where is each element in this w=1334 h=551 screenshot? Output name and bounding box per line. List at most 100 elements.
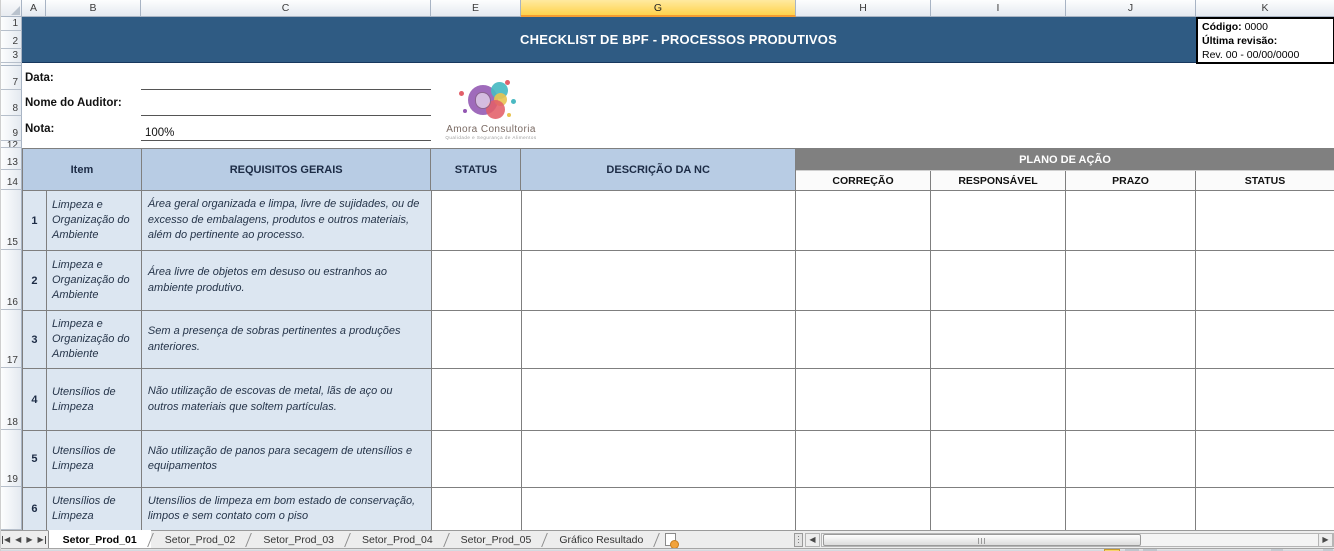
correcao-cell[interactable]: [796, 488, 932, 530]
status2-cell[interactable]: [1196, 431, 1334, 488]
responsavel-cell[interactable]: [931, 311, 1067, 369]
status2-cell[interactable]: [1196, 488, 1334, 530]
prazo-cell[interactable]: [1066, 369, 1197, 431]
descricao-cell[interactable]: [521, 311, 797, 369]
row-header-3[interactable]: 3: [1, 49, 22, 63]
responsavel-cell[interactable]: [931, 431, 1067, 488]
item-number[interactable]: 3: [23, 311, 47, 369]
item-number[interactable]: 1: [23, 191, 47, 251]
row-header-19[interactable]: 19: [1, 430, 22, 487]
select-all-corner[interactable]: [1, 0, 22, 17]
scroll-left-arrow[interactable]: ◀: [805, 532, 820, 547]
prazo-cell[interactable]: [1066, 191, 1197, 251]
prazo-cell[interactable]: [1066, 311, 1197, 369]
item-category[interactable]: Utensílios de Limpeza: [46, 431, 142, 488]
item-number[interactable]: 2: [23, 251, 47, 311]
item-number[interactable]: 4: [23, 369, 47, 431]
insert-worksheet-button[interactable]: [657, 531, 683, 548]
row-header-2[interactable]: 2: [1, 31, 22, 49]
previous-sheet-icon[interactable]: ◀: [15, 534, 22, 544]
tab-setor-prod-02[interactable]: Setor_Prod_02: [151, 531, 250, 548]
row-header-16[interactable]: 16: [1, 250, 22, 310]
normal-view-icon[interactable]: [1104, 549, 1120, 551]
page-break-view-icon[interactable]: [1143, 549, 1157, 551]
correcao-cell[interactable]: [796, 191, 932, 251]
row-header-18[interactable]: 18: [1, 368, 22, 430]
col-header-I[interactable]: I: [931, 0, 1066, 17]
item-category[interactable]: Limpeza e Organização do Ambiente: [46, 251, 142, 311]
item-requisito[interactable]: Área geral organizada e limpa, livre de …: [141, 191, 432, 251]
responsavel-cell[interactable]: [931, 251, 1067, 311]
item-category[interactable]: Limpeza e Organização do Ambiente: [46, 191, 142, 251]
row-header-17[interactable]: 17: [1, 310, 22, 368]
row-header-9[interactable]: 9: [1, 116, 22, 141]
correcao-cell[interactable]: [796, 369, 932, 431]
responsavel-cell[interactable]: [931, 369, 1067, 431]
item-requisito[interactable]: Área livre de objetos em desuso ou estra…: [141, 251, 432, 311]
tab-setor-prod-01[interactable]: Setor_Prod_01: [47, 530, 151, 548]
prazo-cell[interactable]: [1066, 431, 1197, 488]
status2-cell[interactable]: [1196, 369, 1334, 431]
hidden-rows-4-6[interactable]: [1, 63, 22, 66]
status-cell[interactable]: [431, 191, 522, 251]
item-category[interactable]: Utensílios de Limpeza: [46, 369, 142, 431]
col-header-B[interactable]: B: [46, 0, 141, 17]
item-category[interactable]: Utensílios de Limpeza: [46, 488, 142, 530]
row-header-14[interactable]: 14: [1, 170, 22, 190]
item-requisito[interactable]: Não utilização de escovas de metal, lãs …: [141, 369, 432, 431]
row-header-20-clipped[interactable]: [1, 487, 22, 530]
scrollbar-thumb[interactable]: [823, 533, 1141, 546]
prazo-cell[interactable]: [1066, 488, 1197, 530]
responsavel-cell[interactable]: [931, 488, 1067, 530]
status-cell[interactable]: [431, 431, 522, 488]
row-header-8[interactable]: 8: [1, 90, 22, 116]
last-sheet-icon[interactable]: ▶: [37, 534, 46, 544]
zoom-in-icon[interactable]: [1323, 549, 1333, 551]
col-header-J[interactable]: J: [1066, 0, 1196, 17]
row-header-7[interactable]: 7: [1, 66, 22, 90]
nota-field[interactable]: 100%: [141, 116, 431, 141]
descricao-cell[interactable]: [521, 251, 797, 311]
descricao-cell[interactable]: [521, 431, 797, 488]
status-cell[interactable]: [431, 251, 522, 311]
status2-cell[interactable]: [1196, 311, 1334, 369]
auditor-field[interactable]: [141, 90, 431, 116]
first-sheet-icon[interactable]: ◀: [1, 534, 11, 544]
row-header-13[interactable]: 13: [1, 148, 22, 170]
correcao-cell[interactable]: [796, 431, 932, 488]
status2-cell[interactable]: [1196, 251, 1334, 311]
col-header-G-selected[interactable]: G: [521, 0, 796, 17]
status-cell[interactable]: [432, 488, 522, 530]
descricao-cell[interactable]: [522, 488, 797, 530]
tab-split-handle[interactable]: [794, 532, 803, 547]
item-category[interactable]: Limpeza e Organização do Ambiente: [46, 311, 142, 369]
item-requisito[interactable]: Utensílios de limpeza em bom estado de c…: [141, 488, 432, 530]
item-number[interactable]: 6: [23, 488, 47, 530]
row-header-12-clipped[interactable]: 12: [1, 141, 22, 148]
prazo-cell[interactable]: [1066, 251, 1197, 311]
row-header-15[interactable]: 15: [1, 190, 22, 250]
scroll-right-arrow[interactable]: ▶: [1318, 532, 1333, 547]
page-layout-view-icon[interactable]: [1125, 549, 1139, 551]
col-header-H[interactable]: H: [796, 0, 931, 17]
item-requisito[interactable]: Sem a presença de sobras pertinentes a p…: [141, 311, 432, 369]
descricao-cell[interactable]: [521, 369, 797, 431]
item-requisito[interactable]: Não utilização de panos para secagem de …: [141, 431, 432, 488]
col-header-A[interactable]: A: [22, 0, 46, 17]
col-header-K[interactable]: K: [1196, 0, 1334, 17]
status-cell[interactable]: [431, 311, 522, 369]
status-cell[interactable]: [431, 369, 522, 431]
tab-grafico-resultado[interactable]: Gráfico Resultado: [545, 531, 657, 548]
tab-setor-prod-03[interactable]: Setor_Prod_03: [249, 531, 348, 548]
data-field[interactable]: [141, 66, 431, 90]
correcao-cell[interactable]: [796, 311, 932, 369]
col-header-E[interactable]: E: [431, 0, 521, 17]
correcao-cell[interactable]: [796, 251, 932, 311]
next-sheet-icon[interactable]: ▶: [26, 534, 33, 544]
scrollbar-track[interactable]: [821, 532, 1334, 547]
descricao-cell[interactable]: [521, 191, 797, 251]
status2-cell[interactable]: [1196, 191, 1334, 251]
tab-setor-prod-05[interactable]: Setor_Prod_05: [447, 531, 546, 548]
tab-setor-prod-04[interactable]: Setor_Prod_04: [348, 531, 447, 548]
item-number[interactable]: 5: [23, 431, 47, 488]
